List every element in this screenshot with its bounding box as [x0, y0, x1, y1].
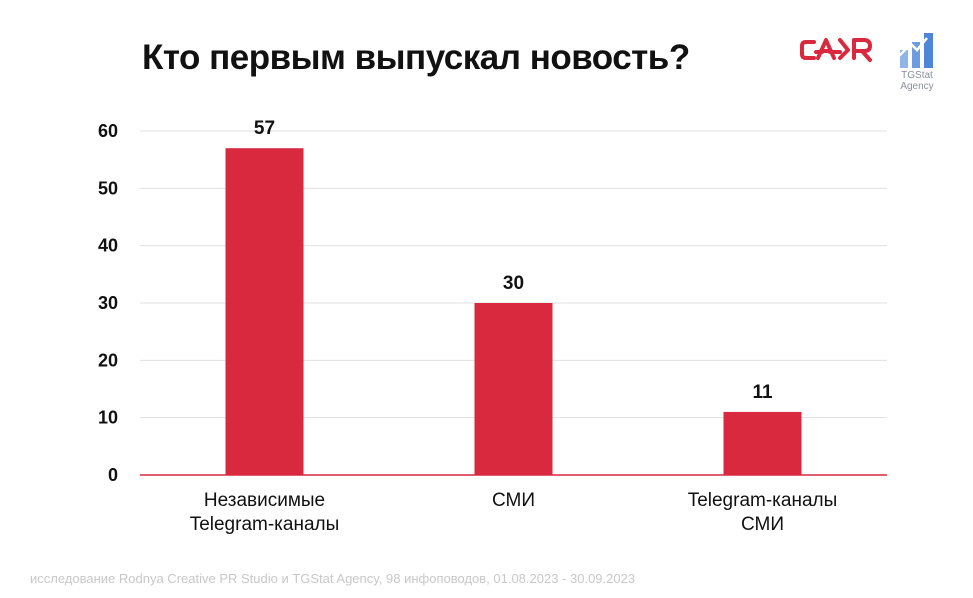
- tgstat-agency-logo: TGStat Agency: [893, 30, 941, 100]
- y-tick-label: 30: [98, 293, 118, 313]
- y-tick-label: 60: [98, 121, 118, 141]
- x-tick-label: СМИ: [741, 514, 784, 535]
- x-tick-label: СМИ: [492, 490, 535, 511]
- tgstat-logo-line2: Agency: [900, 81, 934, 92]
- x-tick-label: Telegram-каналы: [688, 490, 838, 511]
- y-tick-label: 40: [98, 236, 118, 256]
- source-note: исследование Rodnya Creative PR Studio и…: [30, 571, 636, 586]
- data-label: 30: [503, 273, 524, 294]
- y-tick-label: 0: [108, 465, 118, 485]
- data-label: 11: [752, 382, 773, 403]
- bar: [225, 148, 304, 475]
- tgstat-logo-line1: TGStat: [901, 70, 933, 81]
- y-tick-label: 20: [98, 350, 118, 370]
- data-label: 57: [254, 118, 275, 139]
- y-tick-label: 50: [98, 178, 118, 198]
- tgstat-bars-icon: [898, 33, 933, 68]
- rodnya-logo: [800, 34, 874, 70]
- page-title: Кто первым выпускал новость?: [142, 38, 690, 77]
- y-tick-label: 10: [98, 408, 118, 428]
- x-tick-label: Независимые: [204, 490, 325, 511]
- x-tick-label: Telegram-каналы: [190, 514, 340, 535]
- bar: [474, 303, 553, 475]
- bar: [723, 411, 802, 475]
